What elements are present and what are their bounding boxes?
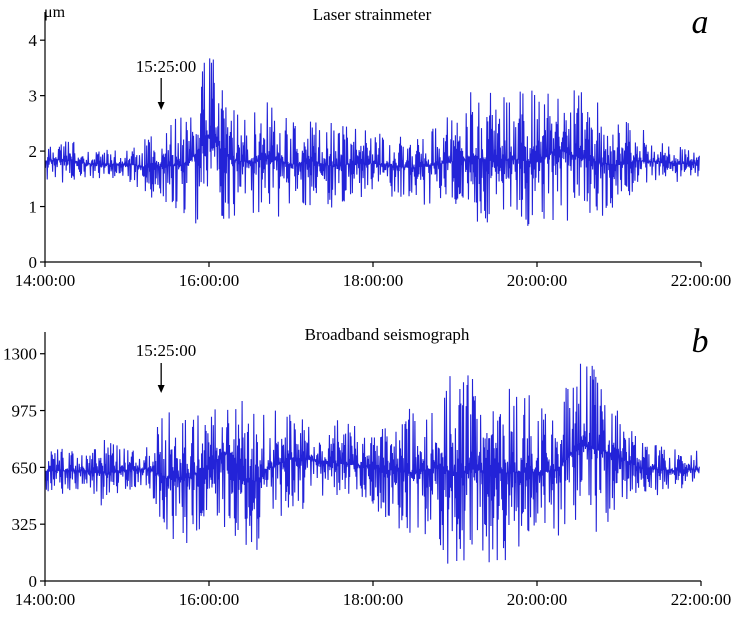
y-tick-label: 1 [29,198,38,217]
annotation-arrowhead [157,102,165,110]
x-tick-label: 22:00:00 [671,271,731,290]
x-tick-label: 16:00:00 [179,590,239,609]
x-tick-label: 20:00:00 [507,271,567,290]
signal-trace [44,363,700,564]
y-tick-label: 325 [12,515,38,534]
y-tick-label: 0 [29,253,38,272]
x-tick-label: 14:00:00 [15,590,75,609]
y-tick-label: 3 [29,87,38,106]
y-tick-label: 975 [12,402,38,421]
signal-trace [44,58,700,226]
x-tick-label: 18:00:00 [343,271,403,290]
panel-a: 0 1 2 3 4 14:00:00 16:00:00 18:00:00 20:00:00 22:… [15,4,731,290]
y-tick-label: 650 [12,458,38,477]
x-tick-label: 18:00:00 [343,590,403,609]
y-tick-label: 0 [29,572,38,591]
annotation-label: 15:25:00 [136,57,196,76]
panel-b: 0 325 650 975 1300 14:00:00 16:00:00 18:00:00 20… [3,323,731,609]
x-tick-label: 16:00:00 [179,271,239,290]
y-tick-label: 2 [29,142,38,161]
x-tick-label: 14:00:00 [15,271,75,290]
panel-letter: b [692,323,709,360]
y-tick-label: 1300 [3,345,37,364]
panel-letter: a [692,4,709,41]
x-tick-label: 22:00:00 [671,590,731,609]
panel-title: Laser strainmeter [313,5,432,24]
panel-title: Broadband seismograph [305,325,470,344]
annotation-label: 15:25:00 [136,341,196,360]
y-tick-label: 4 [29,31,38,50]
x-tick-label: 20:00:00 [507,590,567,609]
annotation-arrowhead [157,385,165,393]
y-unit-label: μm [44,4,66,21]
